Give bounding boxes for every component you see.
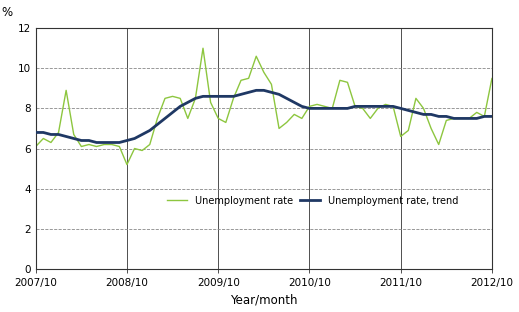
- Unemployment rate: [200, 46, 206, 50]
- Text: %: %: [2, 6, 12, 18]
- Unemployment rate: [162, 96, 168, 100]
- Line: Unemployment rate: Unemployment rate: [36, 48, 519, 164]
- Unemployment rate: [33, 145, 39, 149]
- Unemployment rate, trend: [253, 89, 260, 92]
- Unemployment rate: [504, 106, 510, 110]
- Line: Unemployment rate, trend: Unemployment rate, trend: [36, 90, 519, 143]
- Unemployment rate: [230, 96, 237, 100]
- Unemployment rate, trend: [33, 131, 39, 134]
- Legend: Unemployment rate, Unemployment rate, trend: Unemployment rate, Unemployment rate, tr…: [163, 192, 462, 210]
- Unemployment rate: [322, 105, 328, 108]
- Unemployment rate: [124, 163, 130, 166]
- X-axis label: Year/month: Year/month: [230, 294, 297, 306]
- Unemployment rate, trend: [322, 106, 328, 110]
- Unemployment rate, trend: [223, 95, 229, 98]
- Unemployment rate, trend: [504, 113, 510, 116]
- Unemployment rate, trend: [93, 141, 100, 144]
- Unemployment rate, trend: [162, 117, 168, 120]
